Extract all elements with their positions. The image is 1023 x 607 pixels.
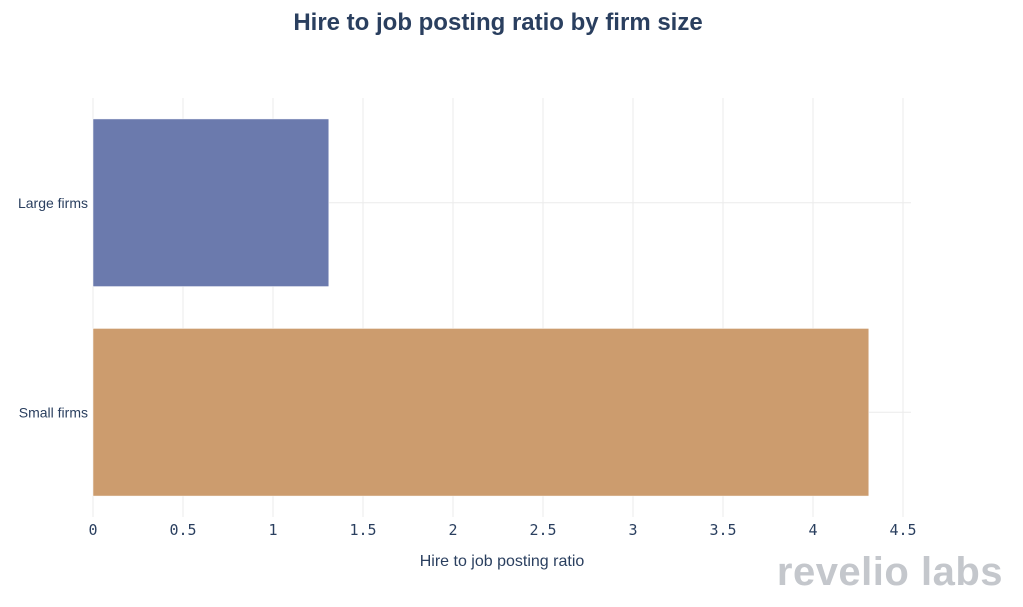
x-tick-label-4: 2 (448, 521, 457, 539)
x-tick-labels: 0 0.5 1 1.5 2 2.5 3 3.5 4 4.5 (88, 521, 916, 539)
category-label-0: Large firms (18, 195, 88, 211)
revelio-labs-watermark: revelio labs (777, 550, 1003, 594)
category-labels: Large firms Small firms (18, 195, 88, 421)
chart-title: Hire to job posting ratio by firm size (293, 9, 702, 36)
x-tick-label-5: 2.5 (529, 521, 556, 539)
x-tick-label-0: 0 (88, 521, 97, 539)
category-label-1: Small firms (19, 404, 88, 420)
x-tick-label-7: 3.5 (709, 521, 736, 539)
x-tick-label-6: 3 (628, 521, 637, 539)
bars (92, 118, 870, 497)
x-tick-label-2: 1 (268, 521, 277, 539)
bar-small-firms (92, 328, 870, 497)
x-axis-title: Hire to job posting ratio (420, 553, 585, 570)
x-tick-label-3: 1.5 (349, 521, 376, 539)
bar-large-firms (92, 118, 330, 287)
x-tick-label-9: 4.5 (889, 521, 916, 539)
x-tick-label-8: 4 (808, 521, 817, 539)
x-tick-label-1: 0.5 (169, 521, 196, 539)
